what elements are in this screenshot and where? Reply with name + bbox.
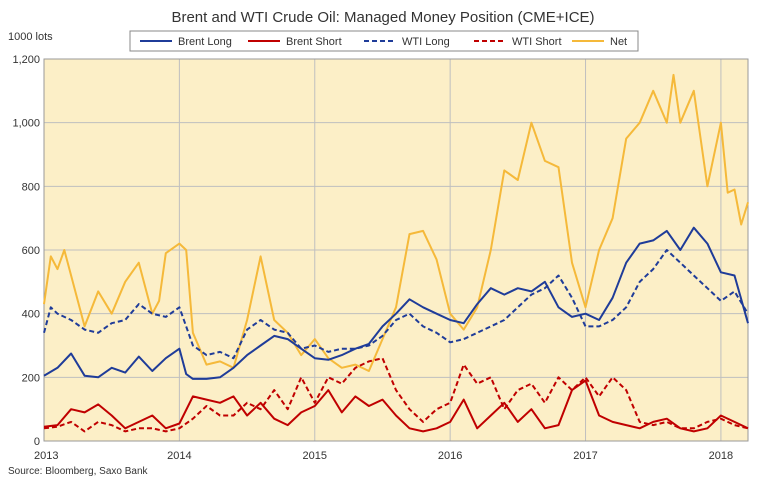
x-tick-label: 2014 bbox=[167, 450, 191, 462]
y-tick-label: 0 bbox=[34, 436, 40, 448]
y-tick-label: 1,200 bbox=[12, 54, 40, 66]
series-line-wti-long bbox=[43, 249, 749, 360]
series-layer bbox=[43, 73, 749, 433]
x-tick-label: 2015 bbox=[303, 450, 327, 462]
y-tick-label: 600 bbox=[22, 245, 40, 257]
y-axis: 0 200 400 600 800 1,000 1,200 bbox=[12, 54, 40, 448]
legend-label-net: Net bbox=[610, 36, 627, 48]
source-note: Source: Bloomberg, Saxo Bank bbox=[8, 466, 149, 477]
y-tick-label: 1,000 bbox=[12, 118, 40, 130]
series-line-brent-long bbox=[43, 226, 749, 380]
legend: Brent Long Brent Short WTI Long WTI Short Ne… bbox=[129, 30, 639, 52]
x-axis: 2013 2014 2015 2016 2017 2018 bbox=[34, 450, 733, 462]
series-line-net bbox=[43, 73, 749, 372]
series-line-wti-short bbox=[43, 357, 749, 433]
plot-border bbox=[43, 58, 749, 442]
chart-title: Brent and WTI Crude Oil: Managed Money P… bbox=[171, 9, 594, 26]
legend-label-wti-short: WTI Short bbox=[512, 36, 562, 48]
y-tick-label: 800 bbox=[22, 181, 40, 193]
x-tick-label: 2017 bbox=[573, 450, 597, 462]
x-tick-label: 2016 bbox=[438, 450, 462, 462]
x-tick-label: 2018 bbox=[709, 450, 733, 462]
legend-label-brent-long: Brent Long bbox=[178, 36, 232, 48]
y-axis-unit-label: 1000 lots bbox=[8, 31, 53, 43]
series-line-brent-short bbox=[43, 379, 749, 433]
x-tick-label: 2013 bbox=[34, 450, 58, 462]
y-tick-label: 200 bbox=[22, 372, 40, 384]
y-tick-label: 400 bbox=[22, 309, 40, 321]
legend-label-brent-short: Brent Short bbox=[286, 36, 342, 48]
legend-label-wti-long: WTI Long bbox=[402, 36, 450, 48]
